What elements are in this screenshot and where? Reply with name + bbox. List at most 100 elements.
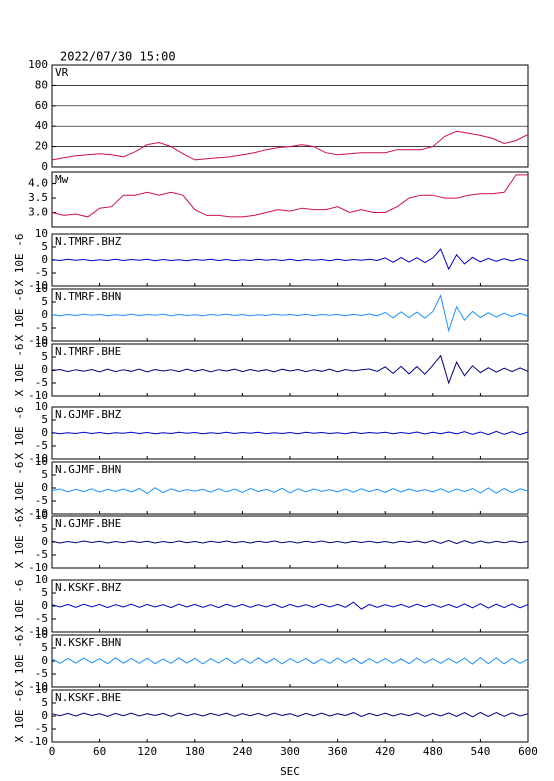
y-tick-label: 0 [41,535,48,548]
panel-frame [51,579,529,633]
panel-frame [51,634,529,688]
y-tick-label: 10 [35,455,48,468]
x-tick-label: 600 [518,745,538,758]
y-tick-label: 5 [41,240,48,253]
panel-label: N.GJMF.BHE [55,517,121,530]
y-axis-label: X 10E -6 [13,580,26,633]
panel-label: VR [55,66,69,79]
y-tick-label: 0 [41,599,48,612]
y-tick-label: 0 [41,481,48,494]
y-tick-label: -5 [35,722,48,735]
panel-label: N.TMRF.BHZ [55,235,122,248]
y-tick-label: 0 [41,654,48,667]
y-axis-label: X 10E -6 [13,462,26,515]
x-tick-label: 240 [232,745,252,758]
y-tick-label: -5 [35,439,48,452]
x-tick-label: 120 [137,745,157,758]
x-tick-label: 360 [328,745,348,758]
panel-label: N.TMRF.BHN [55,290,121,303]
panel-label: N.KSKF.BHN [55,636,121,649]
y-tick-label: 0 [41,308,48,321]
y-tick-label: -5 [35,266,48,279]
trace-line [51,174,528,218]
y-tick-label: 0 [41,253,48,266]
trace-line [51,601,529,610]
y-tick-label: 5 [41,522,48,535]
y-axis-label: X 10E -6 [13,234,26,287]
y-tick-label: -10 [28,389,48,402]
trace-line [51,354,529,385]
y-axis-label: X 10E -6 [13,516,26,569]
panel-label: Mw [55,173,69,186]
y-tick-label: -10 [28,625,48,638]
y-axis-label: X 10E -6 [13,635,26,688]
x-axis-label: SEC [280,765,300,778]
trace-line [51,711,529,718]
y-tick-label: -10 [28,279,48,292]
y-tick-label: 5 [41,413,48,426]
x-tick-label: 300 [280,745,300,758]
y-tick-label: 4.0 [28,177,48,190]
x-tick-label: 0 [49,745,56,758]
y-tick-label: 0 [41,426,48,439]
y-tick-label: 10 [35,683,48,696]
x-tick-label: 540 [470,745,490,758]
y-tick-label: 60 [35,99,48,112]
y-tick-label: -10 [28,735,48,748]
trace-line [51,248,529,271]
y-tick-label: -5 [35,612,48,625]
y-tick-label: -10 [28,452,48,465]
y-tick-label: -5 [35,667,48,680]
y-tick-label: 5 [41,350,48,363]
panel-label: N.KSKF.BHZ [55,581,122,594]
y-tick-label: -10 [28,334,48,347]
y-tick-label: -5 [35,321,48,334]
panel-frame [51,461,529,515]
y-tick-label: 0 [41,160,48,173]
y-tick-label: 10 [35,227,48,240]
x-tick-label: 480 [423,745,443,758]
y-tick-label: -5 [35,548,48,561]
panel-frame [51,64,529,168]
y-tick-label: 10 [35,282,48,295]
trace-line [51,130,529,161]
y-tick-label: 80 [35,78,48,91]
y-tick-label: 10 [35,573,48,586]
y-tick-label: 10 [35,400,48,413]
panel-label: N.GJMF.BHN [55,463,121,476]
trace-line [51,539,529,545]
x-tick-label: 180 [185,745,205,758]
y-tick-label: 5 [41,696,48,709]
y-tick-label: -10 [28,561,48,574]
y-tick-label: -5 [35,376,48,389]
y-tick-label: -5 [35,494,48,507]
y-axis-label: X 10E -6 [13,344,26,397]
chart-title: 2022/07/30 15:00 [60,50,176,64]
y-tick-label: 40 [35,119,48,132]
panel-label: N.TMRF.BHE [55,345,121,358]
y-tick-label: 5 [41,641,48,654]
y-axis-label: X 10E -6 [13,407,26,460]
x-tick-label: 60 [93,745,106,758]
trace-line [51,430,529,436]
y-tick-label: 3.5 [28,191,48,204]
y-tick-label: 3.0 [28,206,48,219]
trace-line [51,487,529,495]
y-tick-label: 5 [41,295,48,308]
y-axis-label: X 10E -6 [13,289,26,342]
y-tick-label: 5 [41,586,48,599]
y-tick-label: 10 [35,337,48,350]
y-tick-label: 0 [41,363,48,376]
y-tick-label: 20 [35,140,48,153]
panel-label: N.GJMF.BHZ [55,408,122,421]
y-tick-label: 5 [41,468,48,481]
panel-label: N.KSKF.BHE [55,691,121,704]
trace-line [51,656,529,665]
y-tick-label: 0 [41,709,48,722]
trace-line [51,294,529,333]
panel-frame [51,171,529,228]
y-tick-label: 10 [35,628,48,641]
y-tick-label: -10 [28,680,48,693]
y-tick-label: 100 [28,58,48,71]
